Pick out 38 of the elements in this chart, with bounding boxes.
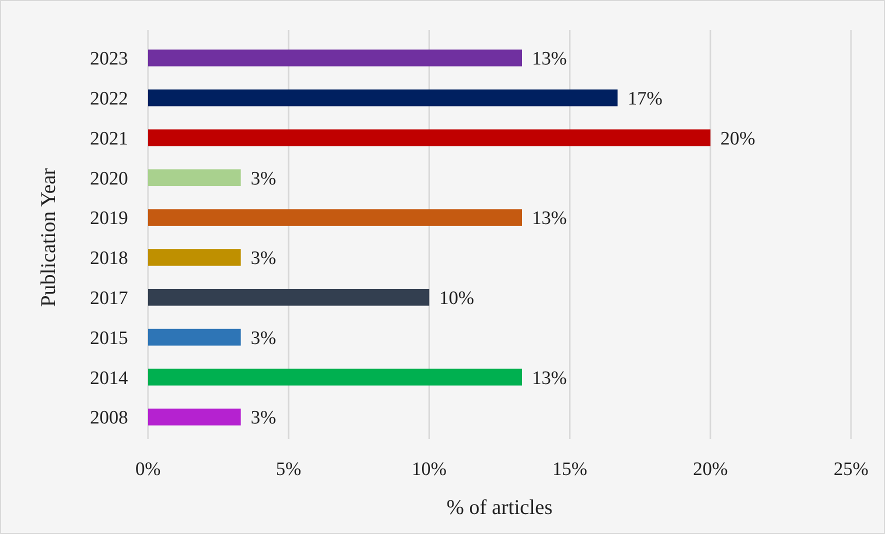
y-tick-label: 2018 bbox=[90, 248, 128, 270]
x-tick-label: 15% bbox=[552, 459, 588, 480]
bar bbox=[148, 288, 430, 306]
y-tick-label: 2020 bbox=[90, 168, 128, 190]
data-label: 3% bbox=[250, 168, 276, 190]
data-label: 17% bbox=[628, 88, 663, 110]
bar bbox=[148, 328, 241, 346]
data-label: 3% bbox=[250, 328, 276, 349]
x-tick-label: 5% bbox=[276, 459, 302, 480]
bar bbox=[148, 89, 618, 106]
x-axis-title: % of articles bbox=[446, 495, 553, 519]
bar bbox=[148, 50, 522, 66]
bar bbox=[148, 169, 241, 186]
x-tick-label: 20% bbox=[692, 459, 728, 480]
bar bbox=[148, 129, 710, 146]
bar bbox=[148, 249, 241, 266]
y-tick-label: 2008 bbox=[90, 408, 128, 429]
y-tick-label: 2015 bbox=[90, 328, 128, 349]
y-axis-title: Publication Year bbox=[36, 168, 60, 307]
y-tick-label: 2017 bbox=[90, 288, 128, 309]
y-tick-label: 2021 bbox=[90, 128, 128, 150]
x-tick-label: 10% bbox=[412, 459, 447, 480]
data-label: 3% bbox=[250, 248, 276, 270]
x-tick-label: 0% bbox=[135, 459, 161, 480]
data-label: 10% bbox=[439, 288, 474, 309]
data-label: 20% bbox=[720, 128, 756, 150]
bar bbox=[148, 209, 522, 226]
bar bbox=[148, 368, 522, 386]
data-label: 13% bbox=[532, 208, 567, 230]
bar bbox=[148, 408, 241, 426]
y-tick-label: 2019 bbox=[90, 208, 128, 230]
y-tick-label: 2014 bbox=[90, 368, 128, 389]
data-label: 13% bbox=[532, 48, 567, 70]
y-tick-label: 2023 bbox=[90, 48, 128, 70]
x-tick-label: 25% bbox=[834, 459, 869, 480]
data-label: 13% bbox=[532, 368, 567, 389]
data-label: 3% bbox=[250, 408, 276, 429]
y-tick-label: 2022 bbox=[90, 88, 128, 110]
